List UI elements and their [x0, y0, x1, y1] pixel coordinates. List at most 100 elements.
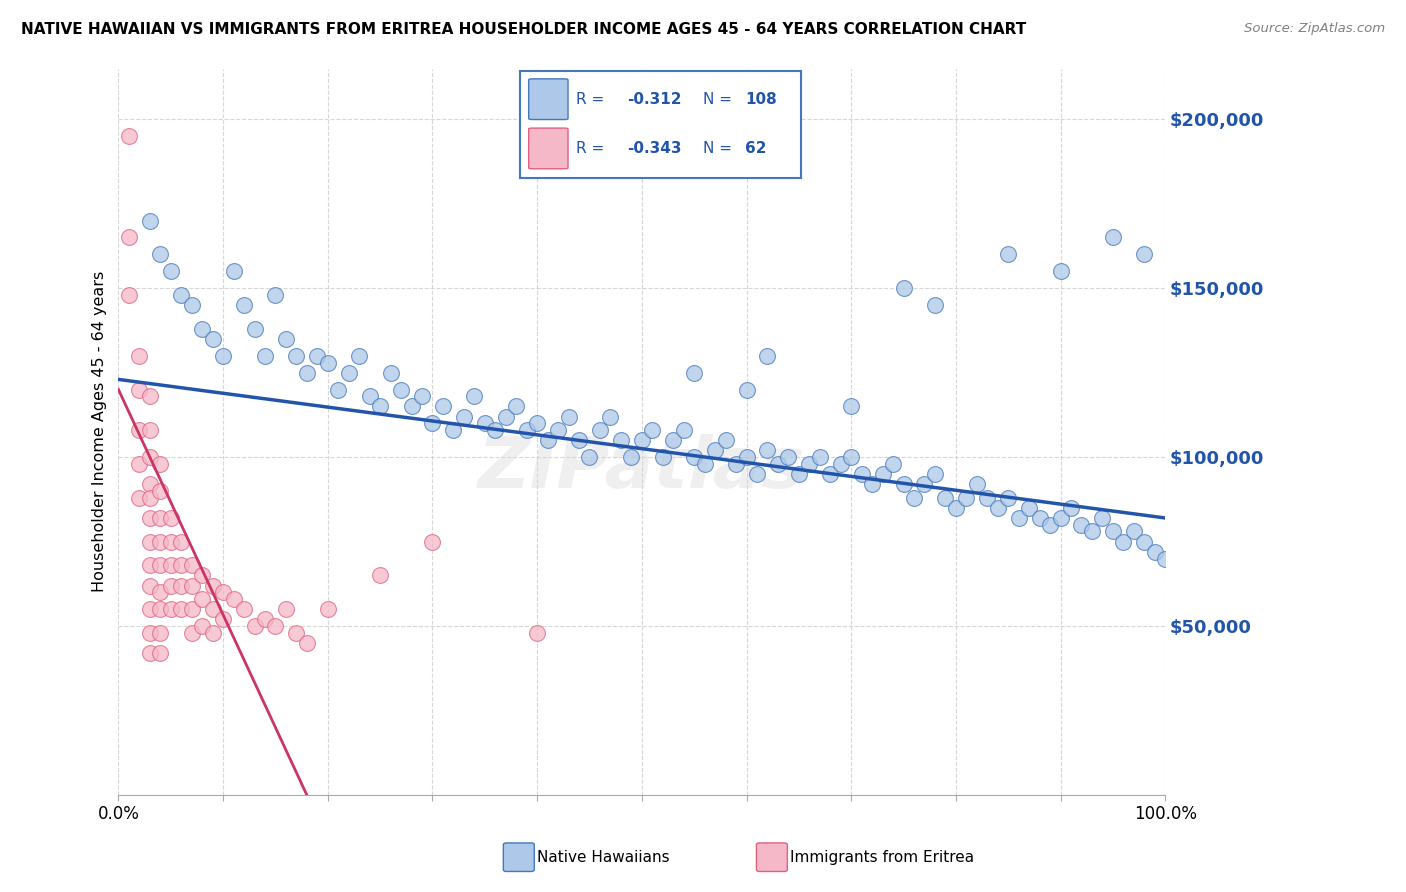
Text: N =: N =: [703, 92, 733, 107]
Point: [976, 491, 998, 505]
Text: Immigrants from Eritrea: Immigrants from Eritrea: [790, 850, 974, 864]
Point: [725, 457, 748, 471]
Point: [380, 366, 402, 380]
Point: [997, 247, 1019, 261]
Point: [1102, 524, 1125, 539]
Point: [903, 491, 925, 505]
Point: [128, 491, 150, 505]
Point: [159, 264, 181, 278]
Point: [432, 400, 454, 414]
Point: [159, 511, 181, 525]
Point: [359, 389, 381, 403]
Point: [159, 602, 181, 616]
Point: [139, 625, 162, 640]
Point: [966, 477, 988, 491]
Point: [149, 511, 172, 525]
Point: [233, 602, 256, 616]
Point: [620, 450, 643, 464]
Point: [149, 457, 172, 471]
Point: [201, 625, 224, 640]
Point: [693, 457, 716, 471]
Point: [830, 457, 852, 471]
Point: [1143, 545, 1166, 559]
Point: [924, 298, 946, 312]
Point: [243, 619, 266, 633]
Point: [557, 409, 579, 424]
Point: [882, 457, 904, 471]
Point: [222, 592, 245, 607]
Point: [139, 491, 162, 505]
Point: [453, 409, 475, 424]
Point: [253, 612, 276, 626]
Point: [170, 578, 193, 592]
Point: [149, 646, 172, 660]
Text: Source: ZipAtlas.com: Source: ZipAtlas.com: [1244, 22, 1385, 36]
Y-axis label: Householder Income Ages 45 - 64 years: Householder Income Ages 45 - 64 years: [93, 271, 107, 592]
Point: [201, 332, 224, 346]
Point: [505, 400, 527, 414]
Point: [139, 534, 162, 549]
Point: [914, 477, 936, 491]
Point: [118, 129, 141, 144]
Point: [945, 500, 967, 515]
Text: Native Hawaiians: Native Hawaiians: [537, 850, 669, 864]
Point: [934, 491, 956, 505]
Point: [139, 558, 162, 573]
Point: [139, 511, 162, 525]
Point: [516, 423, 538, 437]
Point: [191, 592, 214, 607]
Point: [1039, 517, 1062, 532]
Point: [735, 450, 758, 464]
Point: [201, 578, 224, 592]
Point: [139, 602, 162, 616]
Point: [1154, 551, 1177, 566]
Point: [307, 349, 329, 363]
Point: [547, 423, 569, 437]
Point: [578, 450, 600, 464]
Point: [139, 646, 162, 660]
Point: [149, 483, 172, 498]
Point: [839, 450, 862, 464]
Point: [274, 332, 297, 346]
Point: [159, 578, 181, 592]
Point: [610, 434, 633, 448]
Point: [368, 568, 391, 582]
Point: [368, 400, 391, 414]
FancyBboxPatch shape: [529, 78, 568, 120]
Point: [170, 558, 193, 573]
Point: [149, 534, 172, 549]
Point: [170, 534, 193, 549]
Point: [1112, 534, 1135, 549]
Point: [1102, 230, 1125, 244]
Point: [1049, 264, 1071, 278]
Point: [641, 423, 664, 437]
Point: [159, 534, 181, 549]
Point: [672, 423, 695, 437]
Point: [893, 477, 915, 491]
Point: [568, 434, 591, 448]
Point: [222, 264, 245, 278]
Point: [295, 636, 318, 650]
Point: [118, 230, 141, 244]
Point: [1070, 517, 1092, 532]
Point: [893, 281, 915, 295]
Point: [139, 450, 162, 464]
Point: [799, 457, 821, 471]
Point: [839, 400, 862, 414]
Point: [872, 467, 894, 481]
Point: [149, 247, 172, 261]
Point: [589, 423, 612, 437]
Point: [295, 366, 318, 380]
Point: [1028, 511, 1050, 525]
Point: [924, 467, 946, 481]
Text: -0.312: -0.312: [627, 92, 682, 107]
Point: [253, 349, 276, 363]
Text: -0.343: -0.343: [627, 141, 682, 156]
Point: [118, 288, 141, 302]
Point: [128, 349, 150, 363]
Point: [422, 417, 444, 431]
Point: [599, 409, 621, 424]
Point: [474, 417, 496, 431]
Point: [1133, 247, 1156, 261]
Text: R =: R =: [576, 92, 605, 107]
